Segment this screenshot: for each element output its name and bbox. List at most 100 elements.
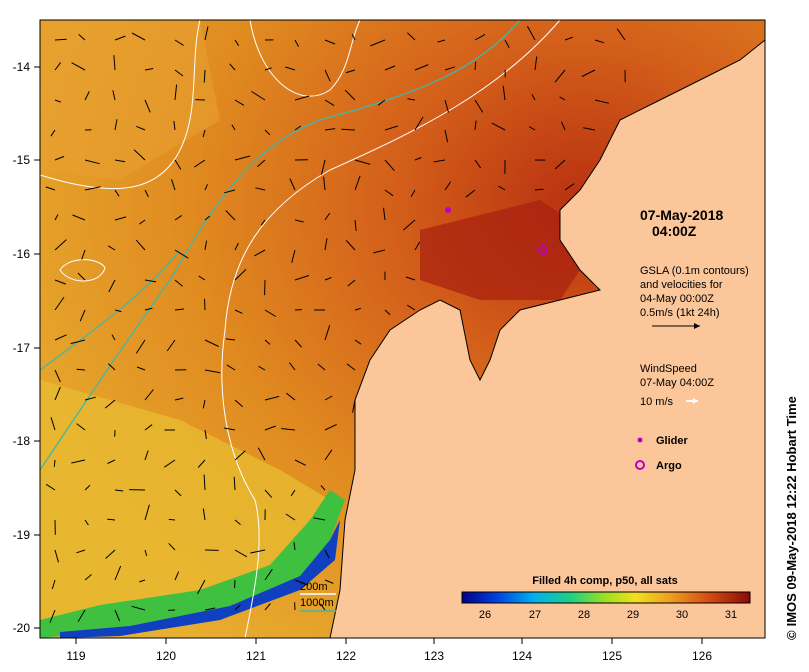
velocity-arrow [264,568,273,581]
velocity-arrow [197,459,206,468]
velocity-scale-arrow-icon [652,323,700,329]
velocity-arrow [229,63,236,71]
y-tick-label: -19 [13,528,31,542]
velocity-arrow [71,62,86,71]
velocity-arrow [144,504,150,521]
velocity-arrow [104,399,116,409]
velocity-arrow [54,549,59,563]
velocity-arrow [324,395,333,401]
velocity-arrow-field [45,25,626,623]
velocity-arrow [144,189,149,198]
copyright-symbol: © [784,630,799,640]
velocity-arrow [491,122,506,131]
velocity-arrow [107,363,116,371]
velocity-arrow [347,279,356,287]
velocity-arrow [231,124,236,131]
velocity-arrow [54,334,67,341]
velocity-arrow [171,179,176,191]
velocity-arrow [433,159,446,163]
velocity-arrow [554,159,566,170]
velocity-arrow [135,339,146,354]
velocity-arrow [234,604,241,611]
velocity-arrow [203,474,206,491]
velocity-arrow [534,188,544,191]
velocity-arrow [54,62,62,71]
velocity-arrow [531,94,536,101]
velocity-arrow [264,489,273,498]
velocity-arrow [50,417,56,431]
glider-legend-icon [637,437,643,443]
velocity-arrow [54,214,59,221]
velocity-arrow [324,69,331,82]
velocity-arrow [291,249,296,263]
velocity-arrow [144,307,153,311]
velocity-arrow [504,39,510,49]
velocity-arrow [498,185,506,191]
velocity-arrow [71,459,86,464]
x-tick-label: 124 [512,649,532,663]
velocity-arrow [139,579,146,583]
velocity-arrow [144,549,148,557]
velocity-arrow [114,159,126,163]
y-axis: -14 -15 -16 -17 -18 -19 -20 [13,60,40,635]
velocity-arrow [108,279,116,293]
velocity-arrow [290,489,296,497]
velocity-arrow [444,181,452,191]
velocity-arrow [474,120,477,131]
velocity-arrow [285,66,296,71]
argo-legend-icon [635,460,645,470]
velocity-arrow [202,129,206,138]
colorbar-tick: 26 [479,609,491,621]
velocity-arrow [319,603,326,611]
velocity-arrow [234,309,243,314]
velocity-arrow [136,125,146,131]
date-line-1: 07-May-2018 [640,207,723,223]
velocity-arrow [114,35,126,41]
velocity-arrow [77,272,86,281]
velocity-arrow [144,450,149,461]
velocity-arrow [53,459,56,467]
northwest-water-region [40,20,220,180]
velocity-arrow [54,155,65,161]
velocity-arrow [320,485,326,491]
velocity-arrow [324,549,330,559]
velocity-arrow [294,339,302,348]
gsla-legend-line-2: and velocities for [640,279,723,291]
velocity-arrow [166,339,176,352]
velocity-arrow [107,245,116,251]
contour-200m-north [249,20,361,97]
velocity-arrow [113,55,116,71]
velocity-arrow [474,33,486,41]
velocity-arrow [234,549,248,558]
velocity-arrow [234,450,246,461]
velocity-arrow [407,304,416,311]
plot-frame [39,19,766,639]
velocity-arrow [204,607,216,611]
velocity-arrow [354,219,357,231]
velocity-arrow [144,389,154,401]
velocity-arrow [384,125,398,131]
velocity-arrow [144,99,151,113]
velocity-arrow [294,39,300,47]
colorbar-tick: 31 [725,609,737,621]
velocity-arrow [54,38,67,41]
velocity-arrow [384,159,395,172]
velocity-arrow [354,339,362,345]
velocity-arrow [111,334,116,341]
velocity-arrow [234,155,251,161]
velocity-arrow [49,609,56,623]
contour-200m-main [221,20,561,638]
velocity-arrow [324,212,331,221]
velocity-arrow [84,484,91,491]
colorbar-gradient [461,591,751,604]
velocity-arrow [114,609,121,622]
velocity-arrow [114,489,124,492]
velocity-arrow [616,28,626,41]
velocity-arrow [294,125,302,131]
velocity-arrow [174,308,185,311]
velocity-arrow [559,96,566,101]
velocity-arrow [204,339,219,347]
velocity-arrow [345,69,356,74]
velocity-arrow [234,242,239,251]
velocity-arrow [202,399,206,409]
